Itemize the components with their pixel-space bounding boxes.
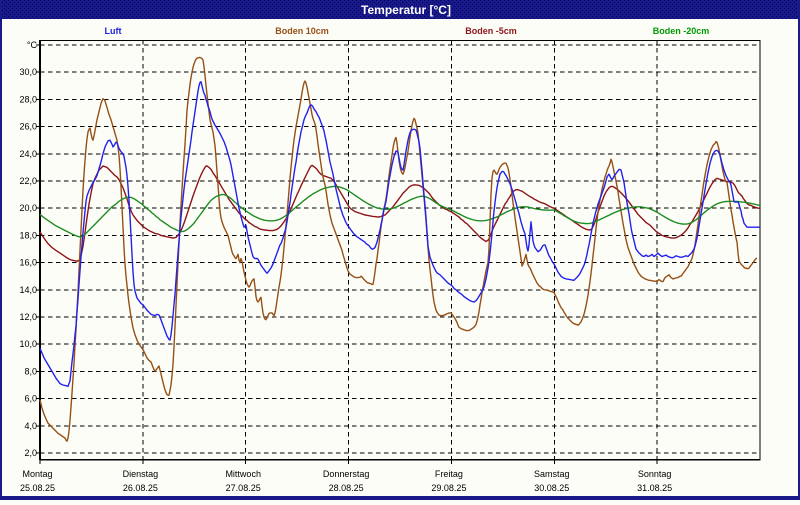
svg-text:2,0: 2,0 [24,448,37,458]
svg-text:Boden -5cm: Boden -5cm [465,26,517,36]
svg-text:30.08.25: 30.08.25 [534,483,569,493]
svg-text:°C: °C [27,40,38,50]
svg-text:25.08.25: 25.08.25 [20,483,55,493]
svg-text:29.08.25: 29.08.25 [431,483,466,493]
svg-text:Temperatur [°C]: Temperatur [°C] [361,3,451,17]
svg-text:Donnerstag: Donnerstag [323,469,370,479]
svg-text:Boden 10cm: Boden 10cm [275,26,329,36]
svg-text:8,0: 8,0 [24,366,37,376]
svg-text:12,0: 12,0 [19,312,37,322]
svg-text:20,0: 20,0 [19,203,37,213]
svg-text:4,0: 4,0 [24,421,37,431]
svg-text:Luft: Luft [105,26,122,36]
svg-text:22,0: 22,0 [19,176,37,186]
svg-text:6,0: 6,0 [24,394,37,404]
svg-text:26.08.25: 26.08.25 [123,483,158,493]
svg-text:Samstag: Samstag [534,469,570,479]
svg-text:30,0: 30,0 [19,67,37,77]
svg-text:31.08.25: 31.08.25 [637,483,672,493]
svg-text:Dienstag: Dienstag [123,469,159,479]
svg-text:16,0: 16,0 [19,258,37,268]
svg-text:28.08.25: 28.08.25 [329,483,364,493]
svg-text:27.08.25: 27.08.25 [226,483,261,493]
svg-text:Sonntag: Sonntag [638,469,672,479]
svg-text:Boden -20cm: Boden -20cm [653,26,710,36]
svg-text:Montag: Montag [22,469,52,479]
svg-text:24,0: 24,0 [19,149,37,159]
svg-text:Mittwoch: Mittwoch [225,469,261,479]
svg-text:14,0: 14,0 [19,285,37,295]
svg-text:28,0: 28,0 [19,94,37,104]
svg-text:10,0: 10,0 [19,339,37,349]
svg-text:26,0: 26,0 [19,122,37,132]
svg-text:Freitag: Freitag [435,469,463,479]
svg-text:18,0: 18,0 [19,230,37,240]
